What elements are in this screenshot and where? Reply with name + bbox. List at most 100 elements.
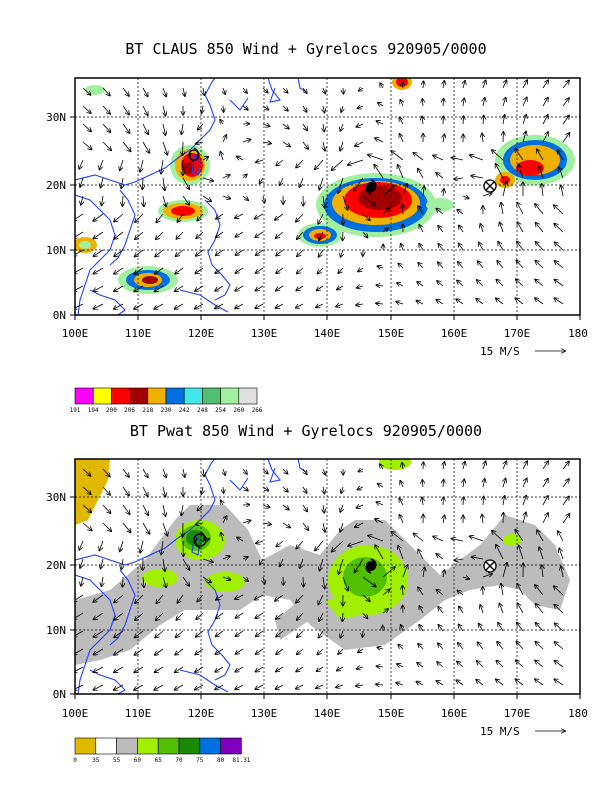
wind-vector (536, 242, 544, 251)
wind-vector (75, 648, 84, 655)
wind-vector (93, 303, 104, 309)
wind-vector (356, 304, 364, 305)
colorbar-label: 218 (142, 407, 153, 414)
wind-vector (163, 558, 165, 571)
wind-vector (363, 630, 364, 637)
wind-vector (202, 157, 208, 160)
wind-vector (156, 612, 164, 620)
top-map-panel: 100E 110E 120E 130E 140E 150E 160E 170E … (46, 77, 588, 358)
colorbar-label: 230 (161, 407, 172, 414)
wind-vector (502, 563, 507, 578)
wind-vector (302, 123, 307, 130)
wind-vector (437, 662, 444, 668)
wind-vector (256, 630, 264, 636)
wind-vector (418, 206, 424, 215)
wind-vector (558, 531, 564, 542)
bottom-map-panel: 100E 110E 120E 130E 140E 150E 160E 170E … (46, 458, 588, 738)
bottom-gyre-typhoon-symbol (365, 558, 377, 574)
wind-vector (436, 554, 444, 560)
bottom-lon-tick-110e: 110E (125, 707, 152, 720)
wind-vector (459, 243, 464, 251)
wind-vector (542, 513, 548, 524)
wind-vector (163, 486, 166, 497)
colorbar-label: 35 (92, 757, 100, 764)
wind-vector (539, 166, 544, 179)
wind-vector (93, 648, 104, 655)
wind-vector (463, 98, 464, 107)
wind-vector (376, 684, 384, 685)
wind-vector (362, 612, 367, 619)
wind-vector (162, 141, 167, 155)
wind-vector (492, 150, 504, 161)
wind-vector (422, 497, 423, 506)
wind-vector (319, 231, 324, 240)
wind-vector (323, 105, 325, 113)
wind-vector (539, 547, 544, 560)
bottom-lon-tick-140e: 140E (314, 707, 341, 720)
wind-vector (470, 155, 484, 161)
colorbar-swatch (178, 737, 201, 755)
wind-vector (337, 286, 344, 290)
wind-vector (356, 505, 364, 508)
colorbar-swatch (220, 387, 240, 405)
wind-vector (323, 576, 325, 589)
wind-vector (276, 285, 284, 291)
wind-vector (470, 536, 484, 542)
wind-vector (536, 604, 544, 614)
wind-vector (183, 87, 185, 96)
wind-vector (276, 630, 284, 637)
wind-vector (196, 523, 204, 525)
wind-vector (122, 522, 131, 532)
wind-vector (498, 623, 504, 632)
wind-vector (436, 209, 444, 215)
wind-vector (122, 195, 123, 206)
bottom-lon-tick-100e: 100E (62, 707, 89, 720)
wind-vector (302, 141, 308, 149)
wind-vector (562, 514, 570, 524)
wind-vector (343, 231, 344, 240)
wind-vector (401, 625, 403, 632)
wind-vector (561, 185, 563, 197)
wind-vector (195, 648, 204, 655)
colorbar-label: 248 (197, 407, 208, 414)
wind-vector (162, 522, 168, 536)
wind-vector (303, 105, 307, 112)
wind-vector (341, 105, 343, 112)
wind-vector (143, 576, 144, 587)
wind-vector (216, 213, 224, 219)
wind-vector (535, 585, 544, 596)
wind-vector (397, 664, 404, 667)
wind-vector (401, 244, 403, 251)
wind-vector (215, 648, 224, 654)
wind-vector (456, 299, 464, 305)
wind-vector (416, 301, 424, 305)
wind-vector (315, 159, 324, 169)
wind-vector (114, 285, 124, 291)
wind-vector (135, 231, 144, 239)
wind-vector (323, 123, 324, 132)
wind-vector (356, 685, 364, 686)
wind-vector (443, 99, 444, 107)
wind-vector (348, 540, 364, 546)
wind-vector (501, 584, 503, 596)
wind-vector (276, 666, 284, 672)
wind-vector (559, 167, 564, 179)
wind-vector (93, 684, 104, 690)
wind-vector (276, 540, 284, 547)
wind-vector (438, 607, 444, 614)
wind-vector (121, 177, 123, 188)
wind-vector (262, 106, 269, 110)
wind-vector (516, 261, 524, 269)
wind-vector (463, 497, 464, 506)
wind-vector (161, 159, 163, 174)
colorbar-swatch (238, 387, 258, 405)
wind-vector (235, 684, 244, 689)
wind-vector (479, 242, 484, 251)
bottom-lat-tick-30n: 30N (46, 491, 66, 504)
wind-vector (202, 576, 211, 582)
wind-vector (436, 300, 444, 305)
wind-vector (463, 116, 464, 125)
wind-vector (357, 106, 364, 108)
wind-vector (479, 624, 484, 632)
wind-vector (135, 630, 144, 638)
